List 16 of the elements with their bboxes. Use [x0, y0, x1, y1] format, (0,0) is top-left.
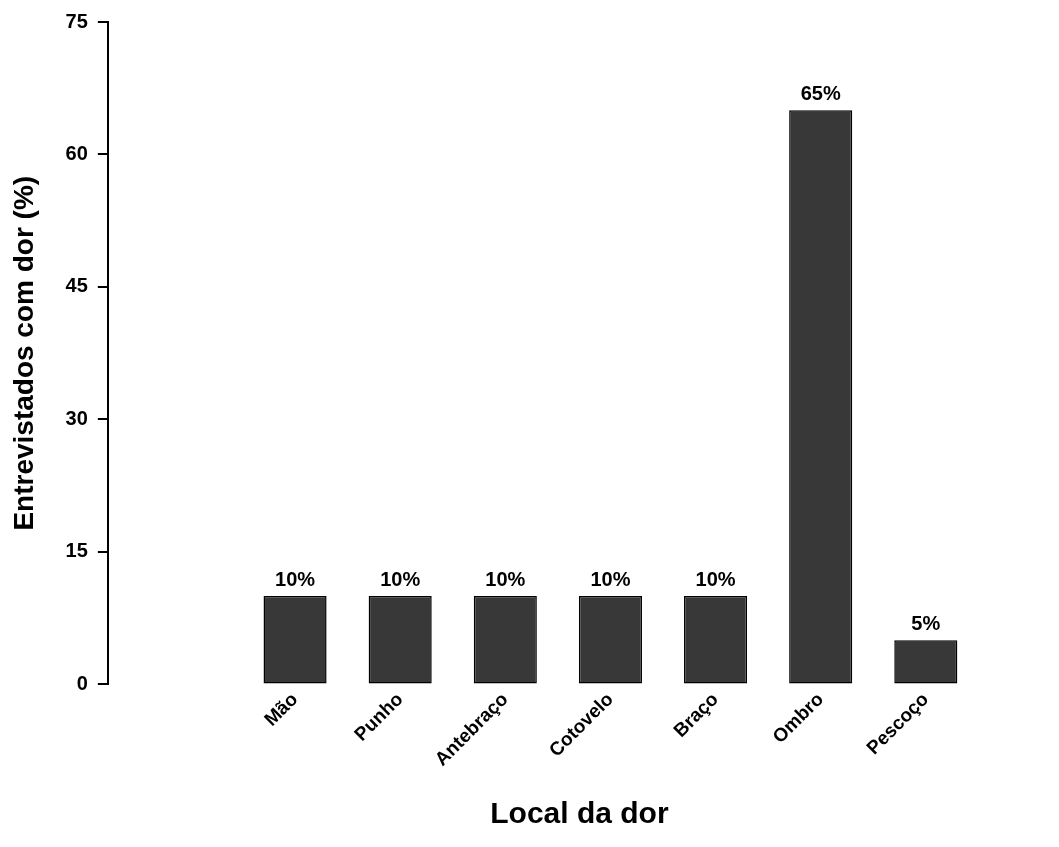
data-label: 10% — [590, 567, 631, 590]
data-label: 10% — [380, 567, 421, 590]
data-label: 10% — [485, 567, 526, 590]
data-label: 10% — [695, 567, 736, 590]
y-tick-label: 60 — [65, 142, 88, 164]
y-tick-label: 75 — [65, 9, 88, 32]
data-label: 65% — [800, 81, 841, 104]
data-label: 5% — [911, 611, 941, 634]
y-tick-label: 45 — [65, 274, 88, 297]
y-tick-label: 15 — [65, 539, 88, 562]
y-tick-label: 30 — [65, 406, 88, 429]
x-tick-label: Mão — [259, 688, 302, 730]
y-axis-title: Entrevistados com dor (%) — [7, 175, 39, 531]
y-tick-label: 0 — [76, 671, 88, 694]
x-axis-title: Local da dor — [490, 796, 669, 830]
data-label: 10% — [275, 567, 316, 590]
